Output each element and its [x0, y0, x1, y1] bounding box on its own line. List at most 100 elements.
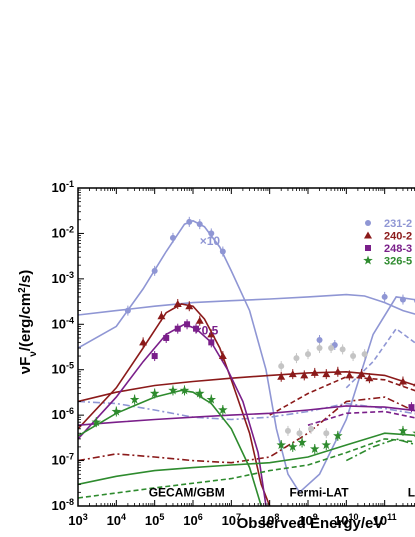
- model-curves: [78, 219, 415, 506]
- y-tick-label: 10-3: [52, 270, 74, 286]
- data-point-s4-3: [316, 345, 323, 352]
- data-point-s3-0: [91, 417, 101, 427]
- data-point-s3-15: [398, 425, 408, 435]
- model-curve-1: [78, 293, 415, 316]
- data-point-s2-0: [151, 353, 158, 360]
- y-axis-title-main: νF: [17, 357, 34, 375]
- legend-marker-3: [363, 255, 373, 265]
- data-point-s3-9: [276, 440, 286, 450]
- data-point-s4-5: [339, 346, 346, 353]
- data-point-s1-15: [365, 374, 374, 382]
- data-point-s4-10: [308, 425, 315, 432]
- model-curve-11: [78, 389, 262, 506]
- x-axis-title: Observed Energy/eV: [237, 515, 384, 532]
- data-point-s1-14: [357, 370, 366, 378]
- model-curve-4: [78, 303, 271, 506]
- model-curve-2: [78, 400, 415, 421]
- data-point-s1-8: [288, 370, 297, 378]
- model-curve-7: [269, 375, 415, 416]
- data-point-s0-1: [151, 267, 158, 274]
- data-point-s3-10: [288, 441, 298, 451]
- data-point-s0-6: [219, 248, 226, 255]
- data-point-s4-1: [293, 355, 300, 362]
- data-point-s0-3: [186, 218, 193, 225]
- model-curve-12: [78, 432, 415, 486]
- data-point-s1-12: [333, 367, 342, 375]
- y-tick-label: 10-8: [52, 497, 74, 513]
- data-point-s3-14: [333, 430, 343, 440]
- model-curve-13: [78, 438, 415, 499]
- x-tick-label: 105: [145, 512, 164, 528]
- model-curve-5: [78, 370, 415, 403]
- data-point-s1-10: [310, 368, 319, 376]
- data-point-s1-3: [185, 302, 194, 310]
- data-point-s0-10: [399, 296, 406, 303]
- data-point-s4-11: [323, 430, 330, 437]
- data-point-s0-9: [381, 293, 388, 300]
- x-tick-label: 103: [68, 512, 87, 528]
- data-point-s2-3: [184, 321, 191, 328]
- data-point-s3-16: [412, 431, 415, 438]
- annotation: ×0.5: [195, 323, 219, 337]
- x-tick-label: 108: [260, 512, 279, 528]
- x-tick-label: 1011: [373, 512, 397, 528]
- annotation: Fermi-LAT: [290, 486, 350, 500]
- data-point-s2-1: [163, 334, 170, 341]
- data-point-s1-1: [157, 312, 166, 320]
- legend-marker-2: [365, 245, 371, 251]
- plot-frame: [77, 187, 415, 507]
- data-point-s1-2: [173, 299, 182, 307]
- data-point-s1-0: [139, 338, 148, 346]
- data-point-s2-2: [174, 325, 181, 332]
- data-point-s1-6: [218, 352, 227, 360]
- data-point-s0-5: [208, 230, 215, 237]
- legend-label: 231-2: [384, 218, 412, 230]
- x-tick-label: 109: [298, 512, 317, 528]
- annotation: ×10: [200, 234, 221, 248]
- data-point-s3-5: [179, 385, 190, 395]
- model-curve-0: [78, 219, 415, 494]
- data-point-s2-4: [193, 325, 200, 332]
- y-axis-title-sub: ν: [28, 351, 39, 357]
- y-axis-title-tail: /(erg/cm: [17, 293, 34, 351]
- data-point-s4-6: [350, 353, 357, 360]
- data-point-s3-12: [310, 444, 320, 453]
- data-point-s1-13: [345, 371, 354, 379]
- y-tick-label: 10-6: [52, 406, 74, 422]
- legend-marker-0: [365, 220, 371, 226]
- y-axis-title: νFν/(erg/cm2/s): [17, 270, 39, 375]
- y-tick-label: 10-1: [52, 179, 74, 195]
- x-tick-label: 1010: [334, 512, 358, 528]
- y-axis-title-sup: 2: [17, 287, 28, 293]
- model-curve-3: [345, 327, 415, 389]
- data-point-s3-1: [111, 406, 122, 416]
- annotation: LH: [408, 486, 415, 500]
- model-curve-14: [345, 438, 415, 462]
- data-point-s3-7: [206, 394, 216, 404]
- data-point-s1-11: [322, 370, 331, 378]
- legend-label: 240-2: [384, 231, 412, 243]
- data-point-s0-7: [316, 337, 323, 344]
- legend-marker-1: [364, 231, 372, 239]
- x-tick-label: 104: [107, 512, 126, 528]
- data-point-s1-4: [195, 316, 204, 324]
- legend-label: 326-5: [384, 256, 412, 268]
- y-tick-label: 10-7: [52, 452, 74, 468]
- y-tick-label: 10-5: [52, 361, 74, 377]
- data-point-s4-0: [278, 363, 285, 370]
- data-point-s2-6: [408, 404, 415, 411]
- data-point-s1-7: [277, 372, 286, 380]
- data-point-s3-11: [297, 437, 307, 447]
- x-tick-label: 106: [183, 512, 202, 528]
- y-tick-label: 10-4: [52, 315, 74, 331]
- data-point-s1-9: [300, 371, 309, 379]
- data-point-s3-13: [321, 440, 331, 450]
- data-points: [91, 216, 415, 454]
- data-point-s0-0: [124, 307, 131, 314]
- data-point-s4-2: [305, 351, 311, 358]
- model-curve-9: [78, 405, 415, 426]
- data-point-s4-4: [328, 345, 335, 352]
- data-point-s0-2: [169, 234, 176, 241]
- axis-ticks: 103 104 105 106 107 108 109 1010 1011 10-8 10-7 10-…: [52, 179, 415, 528]
